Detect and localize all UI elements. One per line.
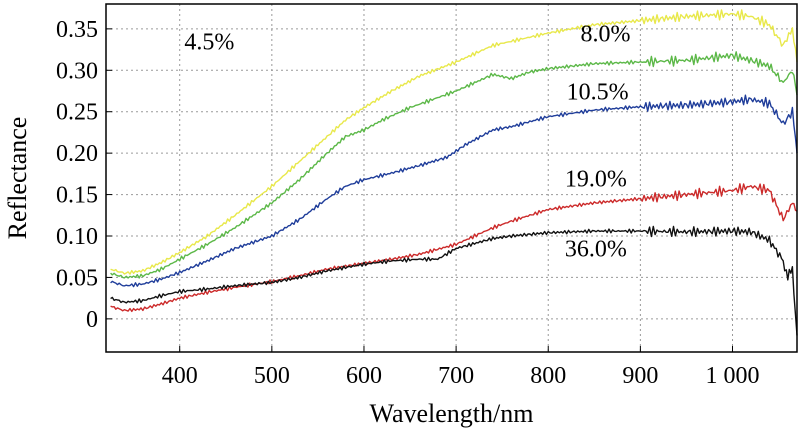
y-tick-label: 0.25: [56, 100, 98, 126]
series-lines: [110, 9, 798, 336]
series-line: [110, 225, 798, 336]
series-label: 4.5%: [184, 30, 234, 56]
y-axis-title: Reflectance: [3, 117, 32, 240]
y-tick-label: 0.35: [56, 17, 98, 43]
y-tick-label: 0.30: [56, 58, 98, 84]
series-line: [110, 94, 798, 288]
plot-frame: [105, 3, 798, 353]
x-tick-label: 600: [346, 363, 382, 389]
y-tick-label: 0.10: [56, 224, 98, 250]
y-axis-ticks: 0 0.05 0.10 0.15 0.20 0.25 0.30 0.35: [56, 17, 112, 333]
series-label: 19.0%: [565, 166, 627, 192]
x-tick-label: 500: [254, 363, 290, 389]
x-axis-title: Wavelength/nm: [370, 399, 534, 428]
series-line: [110, 183, 798, 313]
series-label: 36.0%: [565, 237, 627, 263]
series-line: [110, 9, 798, 275]
y-tick-label: 0.05: [56, 265, 98, 291]
series-label: 8.0%: [580, 21, 630, 47]
y-tick-label: 0.20: [56, 141, 98, 167]
y-tick-label: 0.15: [56, 183, 98, 209]
x-tick-label: 1 000: [706, 363, 760, 389]
y-tick-label: 0: [86, 307, 98, 333]
series-line: [110, 51, 798, 279]
series-label: 10.5%: [567, 79, 629, 105]
x-tick-label: 400: [162, 363, 198, 389]
x-tick-label: 800: [530, 363, 566, 389]
series-labels: 4.5% 8.0% 10.5% 19.0% 36.0%: [184, 21, 630, 262]
x-tick-label: 900: [622, 363, 658, 389]
x-tick-label: 700: [438, 363, 474, 389]
x-axis-ticks: 400 500 600 700 800 900 1 000: [162, 346, 760, 389]
